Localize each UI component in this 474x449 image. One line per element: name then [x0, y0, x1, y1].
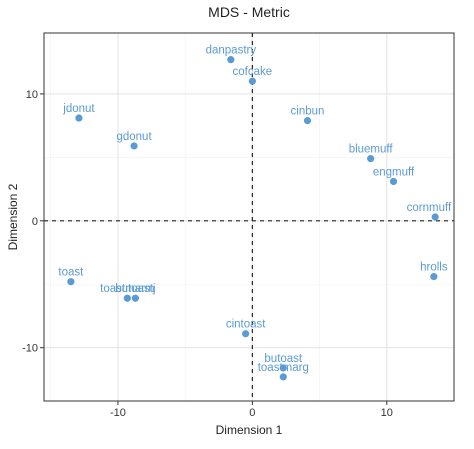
point-butoastj — [131, 294, 140, 302]
x-tick-label: -10 — [110, 407, 126, 419]
point-label-jdonut: jdonut — [62, 103, 95, 115]
data-points: danpastry cofcake jdonut gdonut cinbun bluemu… — [58, 45, 452, 381]
point-toastmarg — [279, 373, 287, 381]
y-axis-title: Dimension 2 — [6, 183, 20, 250]
point-label-bluemuff: bluemuff — [349, 144, 394, 156]
point-toast — [67, 278, 75, 286]
point-label-gdonut: gdonut — [116, 131, 152, 143]
point-butoast — [279, 364, 287, 372]
point-jdonut — [75, 114, 83, 122]
grid — [44, 33, 454, 401]
chart-title: MDS - Metric — [208, 4, 290, 20]
point-cornmuff — [431, 213, 439, 221]
y-tick-label: 0 — [32, 216, 38, 228]
point-bluemuff — [367, 155, 375, 163]
x-tick-label: 0 — [249, 407, 255, 419]
point-label-butoast: butoast — [264, 353, 303, 365]
point-label-hrolls: hrolls — [420, 262, 448, 274]
point-engmuff — [389, 177, 398, 186]
point-cintoast — [242, 330, 250, 338]
point-label-cinbun: cinbun — [291, 106, 325, 118]
point-gdonut — [130, 142, 138, 150]
point-cinbun — [303, 116, 312, 125]
point-toastmarm — [123, 294, 131, 302]
y-tick-label: 10 — [26, 89, 38, 101]
point-danpastry — [227, 56, 235, 64]
point-label-cofcake: cofcake — [233, 66, 273, 78]
axis-ticks: -10 0 10 -10 0 10 — [22, 89, 393, 419]
point-label-toastmarm: toastmarm — [100, 283, 154, 295]
point-cofcake — [248, 77, 256, 85]
point-label-butoastj: butoastj — [115, 283, 155, 295]
point-label-cintoast: cintoast — [226, 319, 266, 331]
point-label-engmuff: engmuff — [373, 166, 415, 178]
reference-lines — [44, 33, 454, 401]
point-hrolls — [430, 273, 438, 281]
x-tick-label: 10 — [381, 407, 393, 419]
point-label-cornmuff: cornmuff — [407, 202, 452, 214]
point-label-toastmarg: toastmarg — [258, 362, 309, 374]
point-label-toast: toast — [58, 267, 84, 279]
x-axis-title: Dimension 1 — [216, 423, 283, 437]
point-label-danpastry: danpastry — [206, 45, 257, 57]
plot-frame — [43, 32, 455, 402]
y-tick-label: -10 — [22, 343, 38, 355]
